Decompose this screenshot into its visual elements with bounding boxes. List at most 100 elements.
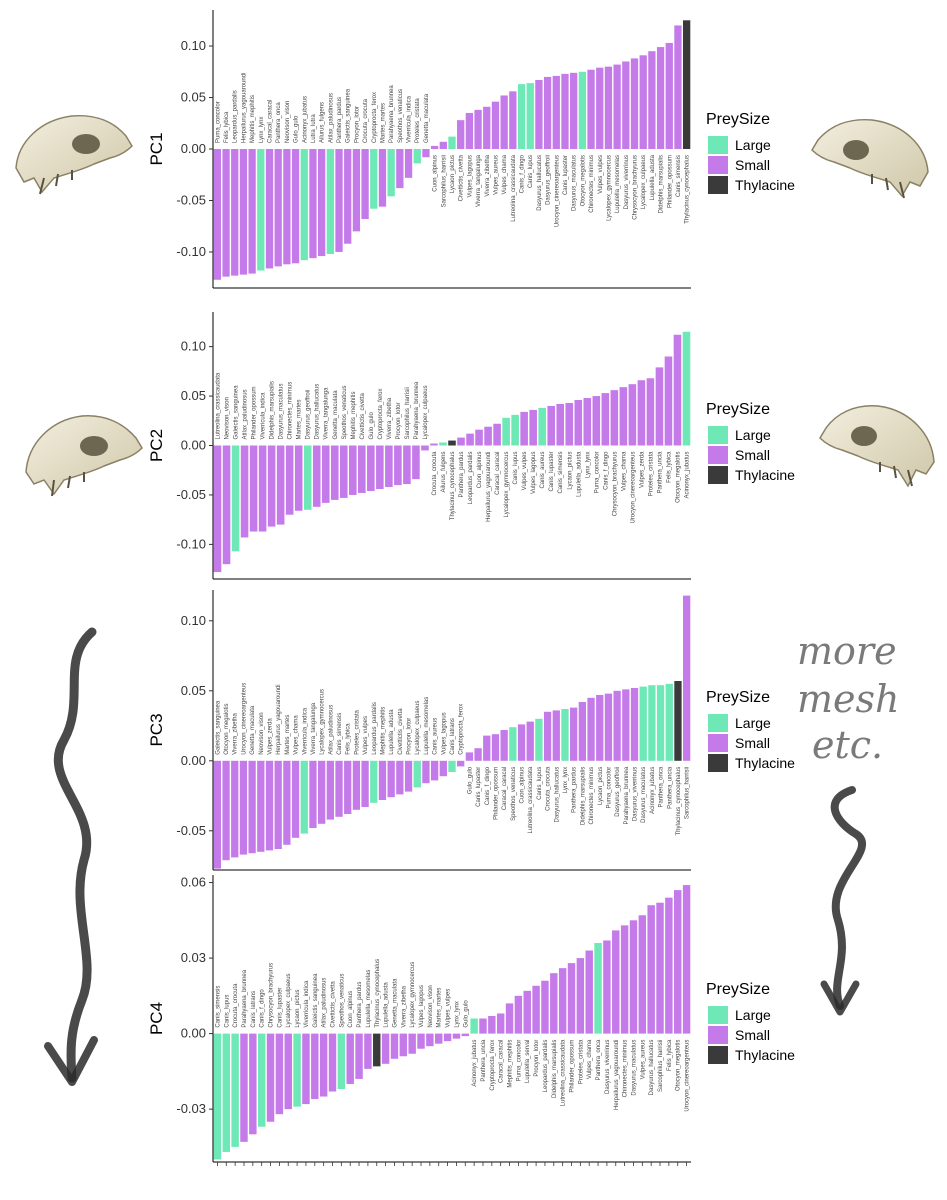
bar-label: Panthera_onca [276,102,282,143]
bar-label: Cryptoprocta_ferox [490,1040,496,1091]
bar-label: Panthera_pardus [357,982,363,1028]
bar-label: Canis_lupus [528,155,534,188]
bar-label: Panthera_uncia [657,451,663,494]
bar-label: Dasyurus_maculatus [631,1040,637,1096]
legend-swatch-small [708,734,728,752]
bar-speothos-venaticus [337,1033,346,1089]
y-tick-label: 0.03 [181,950,206,965]
bar-label: Dasyurus_geoffroii [546,155,552,205]
bar-label: Crocuta_crocuta [432,451,438,496]
bar-label: Herpailurus_yagouaroundi [241,73,247,143]
chart-panel-pc2: 0.10 0.05 0.00 -0.05 -0.10 PC2 Lutreolina_cras… [147,312,795,580]
bar-galeictis-sanguinea [311,1033,319,1100]
bar-vulpes-lagopus [529,409,537,446]
bar-label: Lycalopex_culpaeus [286,973,292,1027]
bar-label: Philander_opossum [252,386,258,439]
bar-cryptoprocta-ferox [457,760,465,767]
bar-label: Dasyurus_hallucatus [554,767,560,823]
legend-label-thylacine: Thylacine [735,467,795,483]
bar-label: Lupulella_mesomelas [424,697,430,755]
bar-label: Otocyon_megalotis [675,452,681,503]
bar-label: Vulpes_zerda [639,451,645,488]
bar-civettictis-civetta [328,1033,337,1092]
skull-icon-pc2-left [25,415,143,497]
bar-label: Neovison_vison [285,101,291,143]
bar-label: Dasyurus_hallucatus [315,384,321,440]
bar-label: Gulo_gulo [463,1000,469,1028]
bar-label: Lynx_lynx [259,117,265,143]
bar-panthera-uncia [655,367,664,446]
bar-label: Canis_f_dingo [520,154,526,193]
bar-label: Lycaon_pictus [295,989,301,1027]
bar-parahyaena-brunnea [387,149,395,197]
bar-label: Puma_concolor [215,101,221,143]
bar-canis-aureus [538,407,546,446]
bar-vulpes-chama [585,950,593,1034]
bar-lutreolina-crassicaudata [558,968,567,1034]
bar-label: Martes_martes [437,988,443,1028]
legend-label-small: Small [735,447,770,463]
bar-cuon-alpinus [517,724,526,761]
bar-martes-martes [283,760,291,845]
bar-label: Panthera_onca [596,1039,602,1080]
bar-gulo-gulo [367,445,375,491]
bar-philander-opossum [249,445,258,532]
bar-label: Chrysocyon_brachyurus [269,963,275,1028]
bar-label: Lutreolina_crassicaudata [528,766,534,833]
bar-didelphis-marsupialis [550,973,558,1034]
bar-dasyurus-maculatus [629,920,638,1034]
bar-sarcophilus-harrisii [403,445,411,485]
bar-label: Civettictis_civetta [459,154,465,201]
bar-label: Lupulella_adusta [389,709,395,755]
bar-label: Panthera_pardus [459,452,465,498]
bar-speothos-venaticus [339,445,348,498]
bar-chrysocyon-brachyurus [610,390,619,446]
bar-chrysocyon-brachyurus [630,58,639,149]
y-tick-label: 0.00 [181,141,206,156]
bar-label: Sarcophilus_harrisii [658,1040,664,1092]
bar-civettictis-civetta [396,760,404,795]
bar-label: Canis_f_dingo [603,451,609,490]
bar-label: Chrysocyon_brachyurus [612,452,618,517]
bar-lupulella-adusta [648,51,656,149]
bar-canis-f-dingo [601,393,610,446]
bar-label: Martes_martes [380,103,386,143]
bar-label: Urocyon_cinereoargenteus [685,1040,691,1112]
bar-label: Lutreolina_crassicaudata [216,372,222,439]
legend-title: PreySize [706,981,770,998]
bar-speothos-venaticus [396,149,404,189]
skull-icon-pc1-right [811,118,929,199]
bar-label: Canis_lupaster [476,767,482,807]
bar-label: Lycaon_pictus [450,155,456,193]
bar-label: Caracal_caracal [267,100,273,143]
bar-label: Vulpes_aureus [640,1040,646,1080]
bar-mephitis-mephitis [505,1003,514,1034]
bar-ailurus-fulgens [439,442,447,446]
bar-lycaon-pictus [293,1033,301,1107]
bar-proteles-cristata [413,149,421,164]
bar-leopardus-pardalis [541,980,549,1034]
bar-label: Philander_opossum [667,155,673,208]
bar-galeictis-sanguinea [231,445,240,552]
bar-label: Proteles_cristata [354,709,360,754]
bar-label: Felis_lybica [667,1039,673,1071]
y-tick-label: -0.05 [176,487,206,502]
bar-label: Lynx_lynx [585,452,591,478]
bar-label: Vulpes_lagopus [467,155,473,197]
bar-label: Felis_lybica [346,723,352,755]
bar-atilax-paludinosus [326,760,334,820]
bar-label: Urocyon_cinereoargenteus [630,452,636,524]
bar-procyon-lotor [394,445,402,486]
bar-dasyurus-geoffroii [303,445,312,510]
bar-genetta-maculata [422,149,430,158]
bar-viverricula-indica [300,760,308,834]
bar-canis-f-dingo [517,84,526,149]
bar-panthera-pardus [457,437,465,446]
bar-label: Gulo_gulo [369,411,375,439]
bar-felis-lybica [664,356,673,446]
bar-label: Canis_simensis [215,986,221,1028]
bar-puma-concolor [592,396,601,446]
bar-galeictis-sanguinea [344,149,352,244]
bar-dasyurus-viverrinus [603,940,611,1034]
